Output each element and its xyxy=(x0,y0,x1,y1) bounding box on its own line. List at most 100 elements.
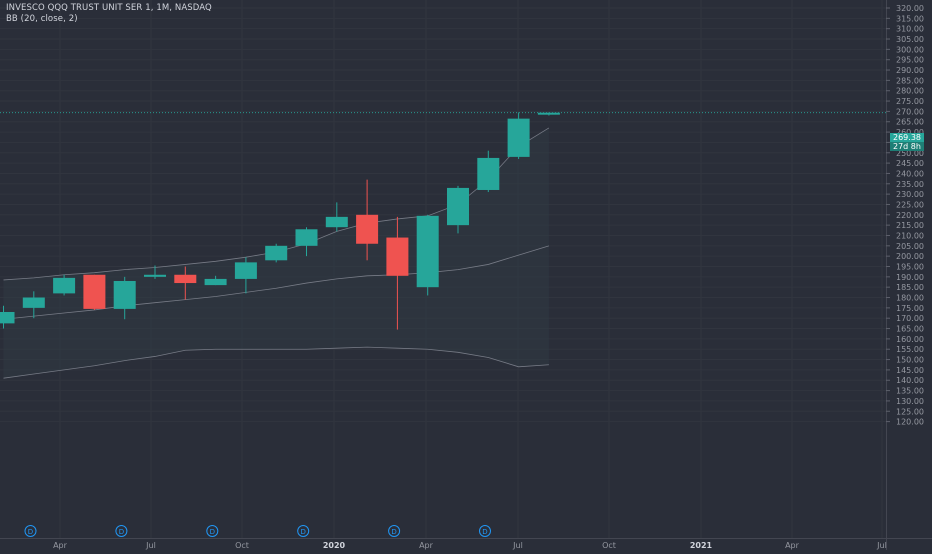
candle[interactable] xyxy=(265,243,288,263)
dividend-marker-label: D xyxy=(119,528,124,536)
price-tick-label: 295.00 xyxy=(896,56,924,65)
candle[interactable] xyxy=(113,276,136,320)
price-tick-label: 160.00 xyxy=(896,335,924,344)
candle-body[interactable] xyxy=(386,237,409,276)
candle-body[interactable] xyxy=(325,216,348,228)
dividend-marker-circle xyxy=(24,525,37,537)
dividend-marker-circle xyxy=(206,525,219,537)
dividend-marker[interactable]: D xyxy=(24,525,37,537)
candle-body[interactable] xyxy=(265,245,288,261)
dividend-marker-circle xyxy=(297,525,310,537)
candle-body[interactable] xyxy=(356,214,379,244)
price-tick-label: 170.00 xyxy=(896,314,924,323)
price-tick-label: 315.00 xyxy=(896,14,924,23)
candles[interactable] xyxy=(0,112,560,330)
dividend-marker[interactable]: D xyxy=(388,525,401,537)
candle-body[interactable] xyxy=(0,311,15,324)
time-tick-label: Apr xyxy=(53,541,68,550)
price-tick-label: 305.00 xyxy=(896,35,924,44)
bar-countdown-badge: 27d 8h xyxy=(890,142,924,151)
candle[interactable] xyxy=(53,274,76,296)
candle[interactable] xyxy=(174,266,197,300)
price-tick-label: 150.00 xyxy=(896,356,924,365)
candle-body[interactable] xyxy=(113,280,136,309)
symbol-title[interactable]: INVESCO QQQ TRUST UNIT SER 1, 1M, NASDAQ xyxy=(6,3,212,13)
candle[interactable] xyxy=(386,216,409,330)
price-tick-label: 130.00 xyxy=(896,397,924,406)
time-tick-label: Jul xyxy=(145,541,156,550)
candle[interactable] xyxy=(356,179,379,261)
dividend-marker[interactable]: D xyxy=(206,525,219,537)
dividend-marker[interactable]: D xyxy=(297,525,310,537)
price-tick-label: 265.00 xyxy=(896,118,924,127)
candle-body[interactable] xyxy=(416,215,439,288)
price-tick-label: 250.00 xyxy=(896,149,924,158)
time-tick-label: Jul xyxy=(512,541,523,550)
price-tick-label: 220.00 xyxy=(896,211,924,220)
dividend-marker-label: D xyxy=(210,528,215,536)
price-tick-label: 205.00 xyxy=(896,242,924,251)
indicator-label[interactable]: BB (20, close, 2) xyxy=(6,14,78,24)
candle[interactable] xyxy=(22,291,45,319)
candle[interactable] xyxy=(507,112,530,159)
price-tick-label: 210.00 xyxy=(896,231,924,240)
dividend-marker-label: D xyxy=(301,528,306,536)
price-tick-label: 260.00 xyxy=(896,128,924,137)
time-tick-label: Oct xyxy=(235,541,249,550)
price-tick-label: 275.00 xyxy=(896,97,924,106)
candle[interactable] xyxy=(447,185,469,234)
candle-body[interactable] xyxy=(204,278,227,286)
candle-body[interactable] xyxy=(234,262,257,279)
candle[interactable] xyxy=(537,112,560,116)
bollinger-lower-line xyxy=(3,346,549,379)
candle-body[interactable] xyxy=(447,187,469,226)
candle-body[interactable] xyxy=(144,274,166,277)
price-tick-label: 225.00 xyxy=(896,200,924,209)
candle[interactable] xyxy=(477,150,500,193)
candle[interactable] xyxy=(234,257,257,294)
candle-body[interactable] xyxy=(295,229,318,246)
last-price-badge: 269.38 xyxy=(890,133,924,142)
time-axis[interactable]: Apr Jul Oct 2020 Apr Jul Oct 2021 Apr Jul xyxy=(0,538,932,551)
dividend-marker[interactable]: D xyxy=(479,525,491,537)
price-tick-label: 230.00 xyxy=(896,190,924,199)
candle[interactable] xyxy=(0,305,15,329)
candle-body[interactable] xyxy=(83,274,106,309)
time-tick-label: Oct xyxy=(602,541,616,550)
time-tick-label: 2020 xyxy=(323,541,346,550)
candle-body[interactable] xyxy=(507,118,530,157)
candle[interactable] xyxy=(325,202,348,232)
price-tick-label: 180.00 xyxy=(896,294,924,303)
candle-body[interactable] xyxy=(477,157,500,190)
candle-body[interactable] xyxy=(174,274,197,284)
price-tick-label: 190.00 xyxy=(896,273,924,282)
price-tick-label: 240.00 xyxy=(896,169,924,178)
price-tick-label: 290.00 xyxy=(896,66,924,75)
candle[interactable] xyxy=(204,275,227,286)
price-tick-label: 215.00 xyxy=(896,221,924,230)
price-tick-label: 235.00 xyxy=(896,180,924,189)
price-tick-label: 135.00 xyxy=(896,387,924,396)
candle[interactable] xyxy=(83,274,106,310)
candle[interactable] xyxy=(295,227,318,257)
price-tick-label: 195.00 xyxy=(896,263,924,272)
candle[interactable] xyxy=(144,265,166,279)
chart-legend: INVESCO QQQ TRUST UNIT SER 1, 1M, NASDAQ… xyxy=(6,3,212,25)
candle-body[interactable] xyxy=(53,277,76,294)
price-tick-label: 155.00 xyxy=(896,345,924,354)
price-tick-label: 320.00 xyxy=(896,4,924,13)
dividend-marker-label: D xyxy=(28,528,33,536)
price-tick-label: 120.00 xyxy=(896,418,924,427)
dividend-marker[interactable]: D xyxy=(115,525,128,537)
candle-body[interactable] xyxy=(537,112,560,115)
time-tick-label: Jul xyxy=(876,541,887,550)
candle-body[interactable] xyxy=(22,297,45,308)
dividend-marker-label: D xyxy=(391,528,396,536)
time-tick-label: Apr xyxy=(785,541,800,550)
price-tick-label: 125.00 xyxy=(896,407,924,416)
candle[interactable] xyxy=(416,214,439,296)
